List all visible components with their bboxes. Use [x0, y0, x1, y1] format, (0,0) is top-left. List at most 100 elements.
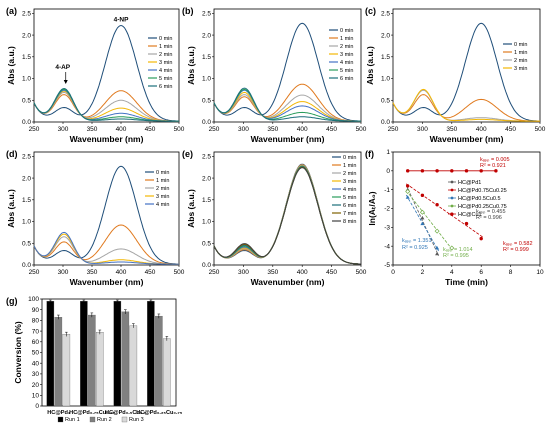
y-tick-label: 0.0 — [381, 119, 390, 126]
y-tick-label: 2.5 — [381, 11, 390, 18]
series-line — [392, 88, 540, 122]
data-point — [450, 169, 454, 173]
legend-label: 6 min — [340, 76, 353, 82]
legend-marker — [450, 180, 454, 184]
y-tick-label: 0.0 — [202, 262, 211, 269]
y-tick-label: 0.5 — [22, 240, 31, 247]
panel-a-frame — [33, 8, 180, 123]
legend-label: 1 min — [156, 178, 169, 184]
series-line — [33, 87, 179, 122]
x-tick-label: 4 — [450, 269, 454, 276]
y-tick-label: 0 — [35, 403, 39, 410]
x-tick-label: HC@Pd₀.₇₅Cu₀.₂₅ — [69, 410, 116, 416]
data-point — [420, 215, 425, 220]
y-tick-label: -3 — [384, 225, 390, 232]
y-tick-label: -4 — [384, 243, 390, 250]
y-tick-label: 1.0 — [202, 76, 211, 83]
legend-label: 4 min — [159, 68, 172, 74]
y-tick-label: 2.5 — [202, 154, 211, 161]
legend-label: 2 min — [340, 44, 353, 50]
legend-label: 0 min — [159, 36, 172, 42]
y-tick-label: 2.0 — [22, 175, 31, 182]
legend-label: 2 min — [514, 58, 527, 64]
fit-line — [406, 183, 483, 238]
y-axis-label: Abs (a.u.) — [6, 46, 16, 85]
bar — [163, 338, 171, 407]
y-tick-label: 70 — [32, 328, 40, 335]
x-tick-label: 500 — [174, 269, 185, 276]
y-tick-label: -2 — [384, 206, 390, 213]
legend-label: Run 1 — [65, 417, 80, 423]
legend-label: 1 min — [514, 50, 527, 56]
panel-label: (b) — [182, 6, 194, 16]
bar — [80, 300, 88, 407]
annotation-label: R² = 0.995 — [443, 253, 469, 259]
y-tick-label: 0.5 — [381, 97, 390, 104]
y-tick-label: 10 — [32, 393, 40, 400]
x-axis-label: Wavenumber (nm) — [251, 134, 325, 144]
data-point — [406, 169, 410, 173]
series-line — [33, 165, 179, 265]
annotation-label: 4-AP — [55, 64, 70, 71]
series-line — [33, 90, 179, 122]
bar — [129, 325, 138, 407]
legend-label: 3 min — [514, 66, 527, 72]
annotation-label: kₐₚₚ = 1.351 — [402, 238, 432, 244]
y-tick-label: 90 — [32, 307, 40, 314]
y-axis-label: ln(Aₜ/A₀) — [367, 191, 377, 225]
annotation-label: kₐₚₚ = 0.005 — [480, 157, 510, 163]
x-tick-label: 250 — [29, 269, 40, 276]
legend-label: HC@Pd0.5Cu0.5 — [458, 196, 501, 202]
data-point — [464, 169, 469, 173]
y-tick-label: 1.5 — [381, 54, 390, 61]
bar — [62, 334, 71, 407]
panel-b-frame — [213, 8, 362, 123]
panel-label: (f) — [365, 149, 374, 159]
y-tick-label: 1.0 — [381, 76, 390, 83]
y-tick-label: 0.0 — [202, 119, 211, 126]
x-tick-label: 500 — [356, 126, 367, 133]
annotation-arrowhead — [63, 80, 68, 84]
legend-label: 3 min — [340, 52, 353, 58]
y-tick-label: 1 — [386, 149, 390, 156]
legend-label: HC@Pd0.75Cu0.25 — [458, 188, 507, 194]
bar — [147, 300, 155, 407]
x-tick-label: 300 — [417, 126, 428, 133]
x-tick-label: 300 — [58, 269, 69, 276]
annotation-label: kₐₚₚ = 1.014 — [443, 247, 473, 253]
series-line — [392, 94, 540, 122]
y-tick-label: 1.5 — [22, 54, 31, 61]
y-tick-label: 30 — [32, 371, 40, 378]
series-line — [33, 90, 179, 122]
data-point — [405, 195, 410, 199]
y-tick-label: 80 — [32, 318, 40, 325]
y-tick-label: 2.0 — [22, 32, 31, 39]
bar — [155, 315, 163, 407]
panel-d-frame — [33, 151, 180, 266]
legend-label: 3 min — [159, 60, 172, 66]
x-tick-label: 400 — [297, 269, 308, 276]
x-tick-label: HC@Pd₀.₂₅Cu₀.₇₅ — [136, 410, 183, 416]
data-point — [434, 228, 440, 234]
x-tick-label: 500 — [356, 269, 367, 276]
bar — [96, 332, 104, 407]
series-line — [33, 89, 179, 122]
bar — [113, 300, 122, 407]
series-line — [33, 236, 179, 265]
y-tick-label: 2.0 — [202, 32, 211, 39]
x-tick-label: 300 — [238, 269, 249, 276]
legend-marker — [450, 188, 454, 192]
y-tick-label: 0.5 — [22, 97, 31, 104]
series-line — [213, 87, 361, 122]
y-tick-label: 0.0 — [22, 262, 31, 269]
x-tick-label: 450 — [505, 126, 516, 133]
y-axis-label: Abs (a.u.) — [186, 46, 196, 85]
y-axis-label: Conversion (%) — [13, 321, 23, 384]
panel-label: (d) — [6, 149, 18, 159]
legend-marker — [450, 212, 454, 216]
legend-marker — [450, 196, 454, 200]
legend-swatch — [57, 416, 64, 423]
legend-label: 0 min — [156, 170, 169, 176]
x-tick-label: 300 — [58, 126, 69, 133]
panel-e-frame — [213, 151, 362, 266]
